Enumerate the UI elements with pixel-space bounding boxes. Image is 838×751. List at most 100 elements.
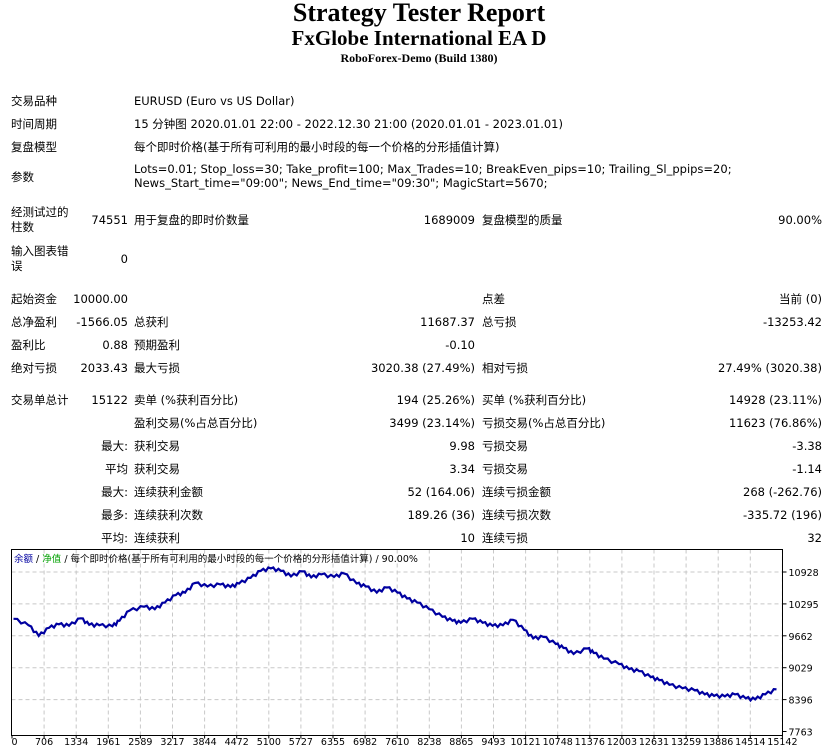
row-prefix: 平均: xyxy=(101,531,128,545)
short-positions-value: 194 (25.26%) xyxy=(396,393,475,407)
svg-text:13886: 13886 xyxy=(703,737,733,748)
expected-payoff-value: -0.10 xyxy=(445,338,475,352)
total-trades-label: 交易单总计 xyxy=(11,393,69,407)
svg-text:6355: 6355 xyxy=(321,737,345,748)
svg-text:8396: 8396 xyxy=(789,696,813,707)
balance-chart: 余额 / 净值 / 每个即时价格(基于所有可利用的最小时段的每一个价格的分形插值… xyxy=(11,549,819,748)
long-positions-value: 14928 (23.11%) xyxy=(728,393,822,407)
symbol-label: 交易品种 xyxy=(11,94,57,108)
svg-text:3217: 3217 xyxy=(160,737,184,748)
row-prefix: 最大: xyxy=(101,485,128,499)
row-prefix: 最多: xyxy=(101,508,128,522)
row-value-1: 52 (164.06) xyxy=(407,485,475,499)
profit-factor-value: 0.88 xyxy=(102,338,128,352)
row-label-1: 连续获利金额 xyxy=(134,485,203,499)
row-label-2: 亏损交易 xyxy=(482,439,528,453)
row-value-2: -3.38 xyxy=(792,439,822,453)
net-profit-label: 总净盈利 xyxy=(11,315,57,329)
svg-text:13259: 13259 xyxy=(671,737,701,748)
short-positions-label: 卖单 (%获利百分比) xyxy=(134,393,239,407)
max-drawdown-label: 最大亏损 xyxy=(134,361,180,375)
svg-text:706: 706 xyxy=(35,737,53,748)
expert-name: FxGlobe International EA D xyxy=(291,26,547,50)
svg-text:7763: 7763 xyxy=(789,728,813,739)
row-prefix: 最大: xyxy=(101,439,128,453)
profit-trades-label: 盈利交易(%占总百分比) xyxy=(134,416,258,430)
gross-loss-label: 总亏损 xyxy=(482,315,517,329)
svg-text:7610: 7610 xyxy=(385,737,409,748)
expected-payoff-label: 预期盈利 xyxy=(134,338,180,352)
svg-text:14514: 14514 xyxy=(735,737,765,748)
bars-label: 经测试过的柱数 xyxy=(11,205,69,234)
row-value-2: -1.14 xyxy=(792,462,822,476)
deposit-value: 10000.00 xyxy=(73,292,128,306)
svg-text:2589: 2589 xyxy=(128,737,152,748)
spread-label: 点差 xyxy=(482,292,505,306)
spread-value: 当前 (0) xyxy=(779,292,822,306)
x-axis: 0 706 1334 1961 2589 3217 3844 4472 5100 5727 6355… xyxy=(11,735,798,748)
svg-text:10295: 10295 xyxy=(789,600,819,611)
gross-profit-value: 11687.37 xyxy=(420,315,475,329)
row-label-1: 连续获利次数 xyxy=(134,508,203,522)
total-trades-value: 15122 xyxy=(91,393,128,407)
row-prefix: 平均 xyxy=(105,462,128,476)
gross-loss-value: -13253.42 xyxy=(762,315,822,329)
row-label-1: 获利交易 xyxy=(134,462,180,476)
svg-text:11376: 11376 xyxy=(575,737,605,748)
ticks-value: 1689009 xyxy=(423,213,475,227)
model-value: 每个即时价格(基于所有可利用的最小时段的每一个价格的分形插值计算) xyxy=(134,140,500,154)
row-label-1: 获利交易 xyxy=(134,439,180,453)
svg-text:5100: 5100 xyxy=(257,737,281,748)
row-value-2: 268 (-262.76) xyxy=(743,485,822,499)
errors-label: 输入图表错误 xyxy=(11,244,69,273)
svg-text:8238: 8238 xyxy=(417,737,441,748)
rel-drawdown-value: 27.49% (3020.38) xyxy=(717,361,822,375)
svg-text:6982: 6982 xyxy=(353,737,377,748)
net-profit-value: -1566.05 xyxy=(76,315,128,329)
symbol-value: EURUSD (Euro vs US Dollar) xyxy=(134,94,295,108)
svg-text:5727: 5727 xyxy=(289,737,313,748)
svg-text:12631: 12631 xyxy=(639,737,669,748)
row-label-2: 连续亏损 xyxy=(482,531,528,545)
params-label: 参数 xyxy=(11,170,34,184)
abs-drawdown-label: 绝对亏损 xyxy=(11,361,57,375)
row-value-2: -335.72 (196) xyxy=(743,508,822,522)
row-label-2: 亏损交易 xyxy=(482,462,528,476)
params-line1: Lots=0.01; Stop_loss=30; Take_profit=100… xyxy=(134,162,732,176)
server-name: RoboForex-Demo (Build 1380) xyxy=(340,51,498,65)
row-value-1: 9.98 xyxy=(449,439,475,453)
svg-text:8865: 8865 xyxy=(449,737,473,748)
legend-balance: 余额 / 净值 / 每个即时价格(基于所有可利用的最小时段的每一个价格的分形插值… xyxy=(14,553,418,565)
max-drawdown-value: 3020.38 (27.49%) xyxy=(370,361,475,375)
svg-text:9029: 9029 xyxy=(789,664,813,675)
loss-trades-label: 亏损交易(%占总百分比) xyxy=(482,416,606,430)
svg-text:10121: 10121 xyxy=(510,737,540,748)
svg-text:1334: 1334 xyxy=(64,737,88,748)
svg-text:12003: 12003 xyxy=(607,737,637,748)
svg-text:10928: 10928 xyxy=(789,568,819,579)
model-label: 复盘模型 xyxy=(11,140,57,154)
loss-trades-value: 11623 (76.86%) xyxy=(728,416,822,430)
deposit-label: 起始资金 xyxy=(11,292,57,306)
svg-text:4472: 4472 xyxy=(225,737,249,748)
row-label-2: 连续亏损次数 xyxy=(482,508,551,522)
quality-label: 复盘模型的质量 xyxy=(482,213,563,227)
quality-value: 90.00% xyxy=(778,213,822,227)
profit-factor-label: 盈利比 xyxy=(11,338,46,352)
params-line2: News_Start_time="09:00"; News_End_time="… xyxy=(134,176,548,190)
row-value-1: 3.34 xyxy=(449,462,475,476)
row-value-1: 189.26 (36) xyxy=(407,508,475,522)
errors-value: 0 xyxy=(120,252,128,266)
rel-drawdown-label: 相对亏损 xyxy=(482,361,528,375)
row-label-1: 连续获利 xyxy=(134,531,180,545)
row-value-1: 10 xyxy=(460,531,475,545)
profit-trades-value: 3499 (23.14%) xyxy=(389,416,475,430)
svg-text:1961: 1961 xyxy=(96,737,120,748)
balance-line xyxy=(13,566,777,703)
svg-text:9662: 9662 xyxy=(789,632,813,643)
long-positions-label: 买单 (%获利百分比) xyxy=(482,393,587,407)
svg-text:15142: 15142 xyxy=(767,737,797,748)
svg-text:3844: 3844 xyxy=(193,737,217,748)
gross-profit-label: 总获利 xyxy=(134,315,169,329)
chart-grid xyxy=(11,549,783,736)
